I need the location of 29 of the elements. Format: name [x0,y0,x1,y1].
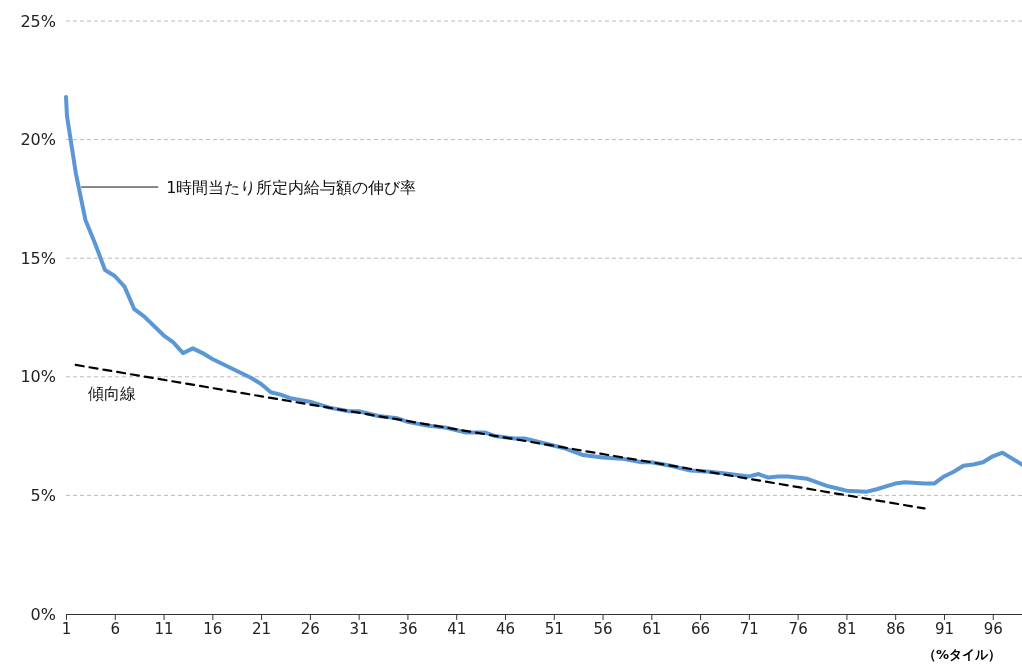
x-tick-label: 41 [447,619,467,638]
y-tick-label: 15% [20,248,56,268]
x-tick-label: 36 [398,619,418,638]
x-tick-label: 26 [300,619,320,638]
x-tick-label: 1 [61,619,72,638]
y-tick-label: 20% [20,130,56,150]
x-tick-label: 81 [837,619,857,638]
x-tick-label: 86 [886,619,906,638]
x-tick-label: 71 [739,619,759,638]
x-tick-label: 51 [544,619,564,638]
x-tick-label: 66 [691,619,711,638]
x-tick-label: 61 [642,619,662,638]
x-tick-label: 76 [788,619,808,638]
x-tick-label: 46 [495,619,516,638]
y-tick-label: 25% [20,11,56,31]
x-tick-label: 11 [154,619,174,638]
x-tick-label: 6 [110,619,121,638]
x-tick-label: 21 [252,619,272,638]
annotation: 傾向線 [88,384,137,403]
y-tick-label: 5% [30,486,56,506]
y-tick-label: 0% [30,604,56,624]
x-tick-label: 31 [349,619,369,638]
y-tick-label: 10% [20,367,56,387]
annotation: 1時間当たり所定内給与額の伸び率 [166,177,417,197]
x-tick-label: 56 [593,619,613,638]
x-tick-label: 16 [203,619,223,638]
x-tick-label: 96 [983,619,1003,638]
x-tick-label: 91 [934,619,955,638]
x-axis-title: （%タイル） [922,647,1002,662]
